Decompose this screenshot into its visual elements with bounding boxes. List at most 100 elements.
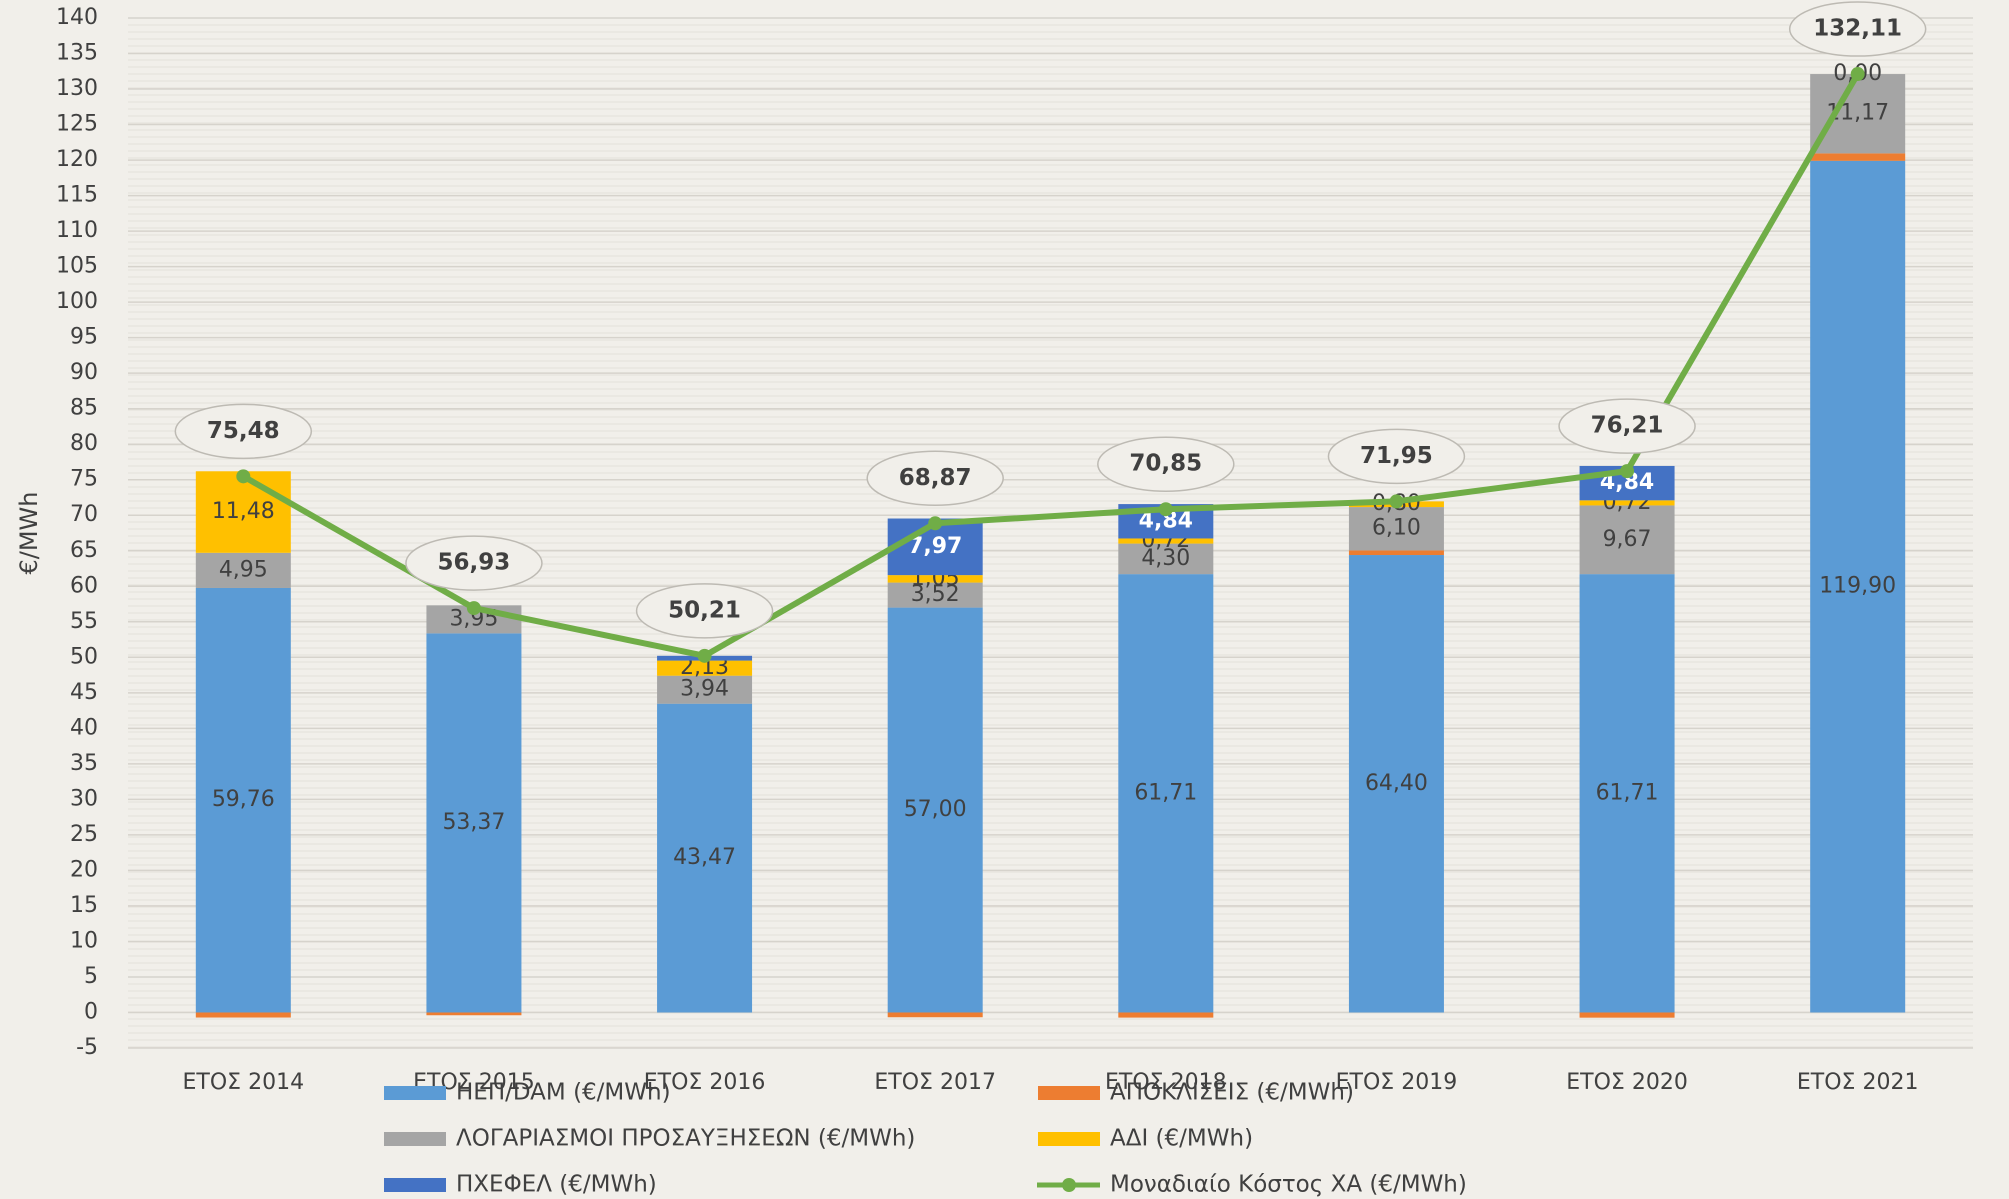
bar-segment — [1118, 574, 1214, 1013]
data-label: 4,30 — [1141, 546, 1190, 571]
line-point — [697, 648, 712, 663]
y-tick-label: 140 — [56, 5, 98, 30]
x-tick-label: ΕΤΟΣ 2019 — [1336, 1070, 1458, 1095]
data-label: 64,40 — [1365, 771, 1428, 796]
y-tick-label: -5 — [76, 1035, 98, 1060]
bar-segment — [1810, 160, 1906, 1013]
line-label: 71,95 — [1360, 443, 1433, 469]
legend-label: ΗΕΠ/DAM (€/MWh) — [456, 1080, 671, 1106]
y-tick-label: 20 — [70, 857, 98, 882]
bar-segment — [426, 1012, 522, 1016]
bar-segment — [657, 703, 753, 1013]
y-tick-label: 75 — [70, 467, 98, 492]
y-tick-label: 130 — [56, 76, 98, 101]
y-tick-label: 30 — [70, 786, 98, 811]
bar-segment — [195, 1012, 291, 1018]
data-label: 61,71 — [1596, 780, 1659, 805]
line — [241, 72, 1861, 659]
data-label: 59,76 — [212, 787, 275, 812]
label-bubble — [174, 403, 313, 460]
x-tick-label: ΕΤΟΣ 2017 — [874, 1070, 996, 1095]
bar-segment — [1579, 1012, 1675, 1018]
data-label: 3,94 — [680, 677, 729, 702]
data-label: 11,48 — [212, 499, 275, 524]
legend-label: ΑΔΙ (€/MWh) — [1110, 1126, 1253, 1152]
line-label: 75,48 — [207, 418, 280, 444]
bar-segment — [1579, 500, 1675, 506]
data-label: 43,47 — [673, 845, 736, 870]
bar-segment — [426, 633, 522, 1013]
label-bubble — [866, 450, 1004, 507]
bar-segment — [1118, 543, 1214, 575]
y-tick-label: 45 — [70, 680, 98, 705]
y-tick-label: 5 — [84, 964, 98, 989]
bar-segment — [1579, 505, 1675, 575]
bar-segment — [657, 660, 753, 676]
y-axis-label: €/MWh — [15, 491, 43, 574]
line-label: 70,85 — [1129, 451, 1202, 477]
y-tick-label: 40 — [70, 715, 98, 740]
legend-label: ΑΠΟΚΛΙΣΕΙΣ (€/MWh) — [1110, 1080, 1354, 1106]
line-label: 68,87 — [899, 465, 972, 491]
x-tick-label: ΕΤΟΣ 2020 — [1566, 1070, 1688, 1095]
bar-segment — [195, 471, 291, 553]
y-tick-label: 100 — [56, 289, 98, 314]
bar-segment — [1579, 574, 1675, 1013]
y-tick-label: 85 — [70, 396, 98, 421]
bar-segment — [195, 552, 291, 588]
y-tick-label: 10 — [70, 928, 98, 953]
x-tick-label: ΕΤΟΣ 2014 — [183, 1070, 305, 1095]
data-label: 119,90 — [1819, 574, 1896, 599]
bar-segment — [1118, 538, 1214, 544]
label-bubble — [1788, 1, 1927, 57]
legend-label: ΠΧΕΦΕΛ (€/MWh) — [456, 1172, 657, 1198]
line-point — [1620, 464, 1635, 479]
legend-swatch — [384, 1132, 446, 1146]
line-point — [1389, 494, 1404, 509]
bar-segment — [1810, 153, 1906, 161]
label-bubble — [1558, 398, 1696, 454]
line-point — [1850, 67, 1865, 82]
label-bubble — [1097, 436, 1235, 492]
y-tick-label: 35 — [70, 751, 98, 776]
bar-segment — [887, 607, 983, 1013]
y-tick-label: 115 — [56, 183, 98, 208]
legend-swatch — [1038, 1086, 1100, 1100]
y-tick-label: 65 — [70, 538, 98, 563]
y-tick-label: 50 — [70, 644, 98, 669]
bar-segment — [887, 582, 983, 608]
bar-segment — [657, 675, 753, 704]
data-label: 9,67 — [1603, 527, 1652, 552]
y-tick-label: 95 — [70, 325, 98, 350]
y-tick-label: 0 — [84, 999, 98, 1024]
y-tick-label: 15 — [70, 893, 98, 918]
line-label: 56,93 — [438, 550, 511, 576]
line-point — [928, 516, 943, 531]
bar-segment — [887, 575, 983, 583]
y-tick-label: 70 — [70, 502, 98, 527]
line-label: 132,11 — [1813, 16, 1902, 42]
y-tick-label: 60 — [70, 573, 98, 598]
legend-label: Μοναδιαίο Κόστος ΧΑ (€/MWh) — [1110, 1172, 1467, 1198]
legend-swatch — [1062, 1178, 1076, 1192]
data-label: 57,00 — [904, 797, 967, 822]
label-bubble — [635, 583, 774, 639]
data-label: 6,10 — [1372, 516, 1421, 541]
legend-swatch — [1038, 1132, 1100, 1146]
label-bubble — [1327, 428, 1466, 485]
x-tick-label: ΕΤΟΣ 2016 — [644, 1070, 766, 1095]
data-label: 61,71 — [1134, 780, 1197, 805]
bar-segment — [1348, 555, 1444, 1013]
y-tick-label: 55 — [70, 609, 98, 634]
legend-label: ΛΟΓΑΡΙΑΣΜΟΙ ΠΡΟΣΑΥΞΗΣΕΩΝ (€/MWh) — [456, 1126, 915, 1152]
y-tick-label: 80 — [70, 431, 98, 456]
bar-segment — [1348, 507, 1444, 551]
y-tick-label: 105 — [56, 254, 98, 279]
label-bubble — [405, 535, 543, 591]
line-label: 50,21 — [668, 597, 741, 623]
bar-segment — [1810, 74, 1906, 154]
y-tick-label: 125 — [56, 112, 98, 137]
data-label: 53,37 — [442, 810, 505, 835]
bar-segment — [195, 587, 291, 1013]
